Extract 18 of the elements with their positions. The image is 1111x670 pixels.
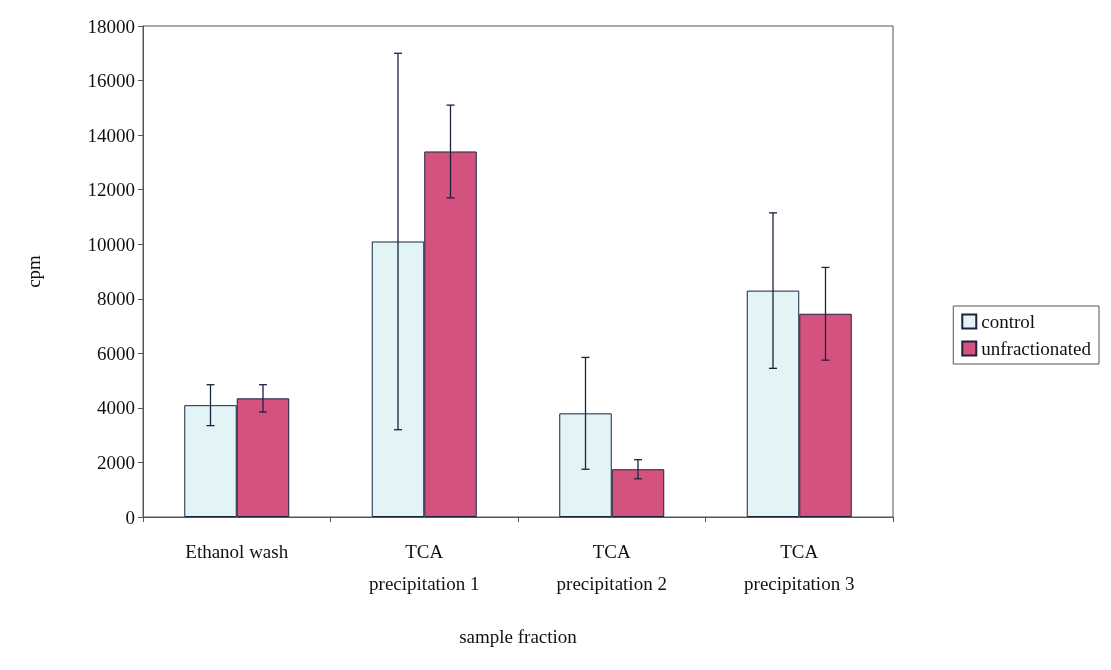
y-tick-label: 18000	[87, 15, 135, 37]
y-tick-label: 10000	[87, 233, 135, 255]
y-tick-label: 8000	[97, 288, 135, 310]
x-tick-label: Ethanol wash	[185, 540, 289, 562]
y-tick-label: 14000	[87, 124, 135, 146]
legend-label: control	[981, 311, 1036, 332]
y-tick-label: 12000	[87, 179, 135, 201]
y-axis-title: cpm	[23, 254, 44, 288]
y-tick-label: 0	[125, 506, 135, 528]
x-tick-label: TCA precipitation 2	[556, 540, 667, 594]
x-tick-label: TCA precipitation 1	[369, 540, 480, 594]
y-tick-label: 6000	[97, 342, 135, 364]
legend-label: unfractionated	[981, 338, 1092, 359]
x-tick-label: TCA precipitation 3	[744, 540, 855, 594]
y-tick-label: 2000	[97, 451, 135, 473]
x-axis-title: sample fraction	[459, 626, 578, 647]
y-tick-label: 16000	[87, 70, 135, 92]
y-tick-label: 4000	[97, 397, 135, 419]
